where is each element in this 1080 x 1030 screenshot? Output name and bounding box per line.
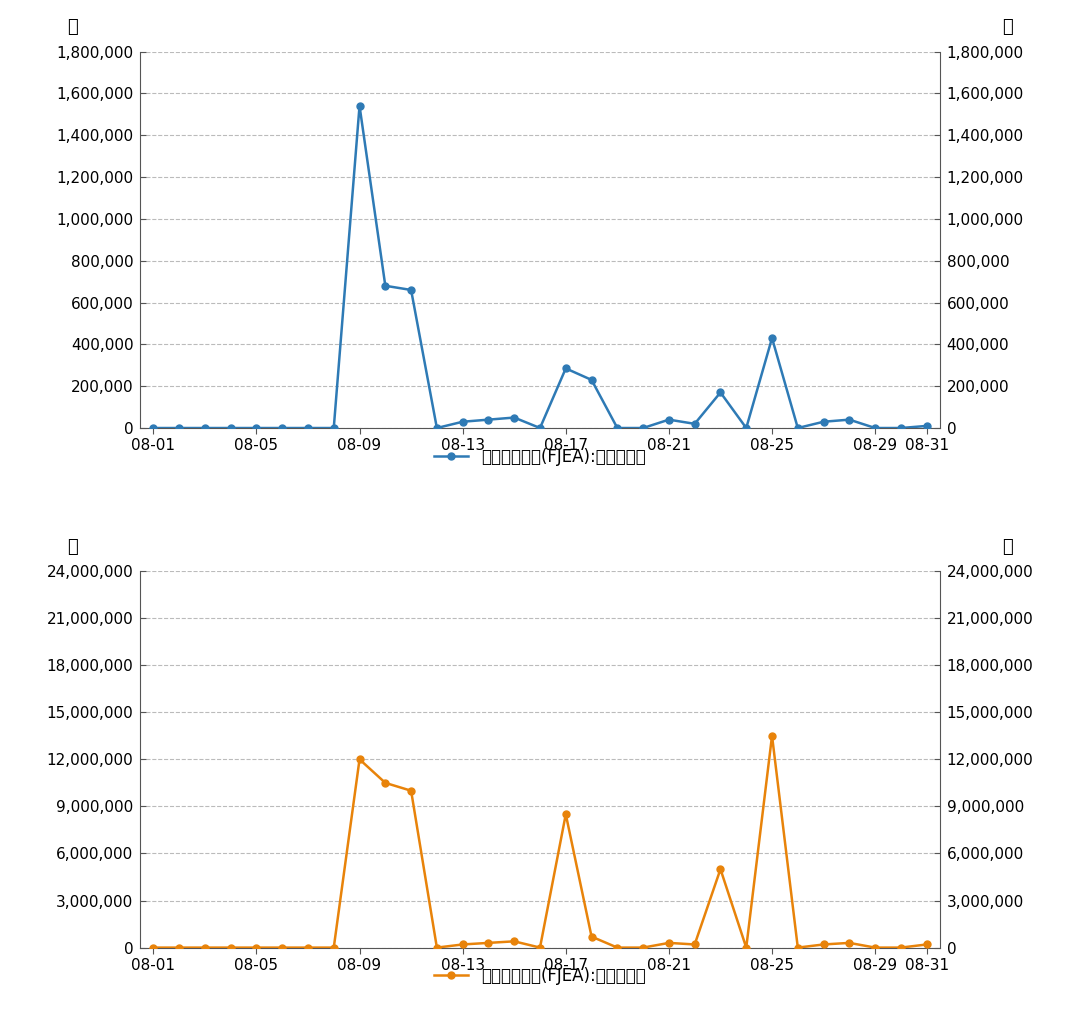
Text: 元: 元 <box>1002 538 1013 556</box>
Text: 吸: 吸 <box>1002 19 1013 36</box>
Text: 元: 元 <box>67 538 78 556</box>
Legend: 福建碳排放权(FJEA):当日成交额: 福建碳排放权(FJEA):当日成交额 <box>428 961 652 992</box>
Text: 吸: 吸 <box>67 19 78 36</box>
Legend: 福建碳排放权(FJEA):当日成交量: 福建碳排放权(FJEA):当日成交量 <box>428 441 652 473</box>
